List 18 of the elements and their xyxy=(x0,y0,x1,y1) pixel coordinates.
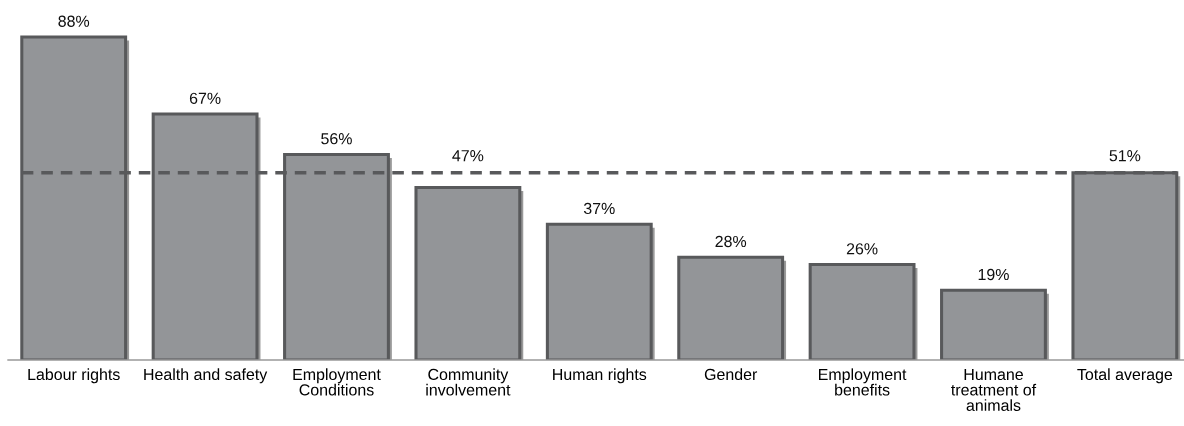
data-label: 47% xyxy=(452,150,484,162)
x-tick-label: Labour rights xyxy=(28,368,120,384)
data-label: 26% xyxy=(846,243,878,255)
x-tick-label: Total average xyxy=(1077,368,1173,384)
x-tick-label: Humane treatment of animals xyxy=(951,368,1037,411)
x-tick-label: Employment Conditions xyxy=(293,368,381,396)
x-tick-label: Health and safety xyxy=(144,368,268,384)
data-label: 19% xyxy=(978,268,1009,281)
x-tick-label: Human rights xyxy=(553,368,647,384)
data-label: 67% xyxy=(189,92,221,104)
data-label: 28% xyxy=(715,235,747,248)
data-label: 56% xyxy=(321,133,352,145)
data-label: 88% xyxy=(58,15,90,27)
data-label: 37% xyxy=(583,202,615,215)
data-label: 51% xyxy=(1109,150,1141,162)
x-tick-label: Gender xyxy=(704,368,758,381)
x-tick-label: Employment benefits xyxy=(819,368,907,396)
x-tick-label: Community involvement xyxy=(426,368,511,396)
